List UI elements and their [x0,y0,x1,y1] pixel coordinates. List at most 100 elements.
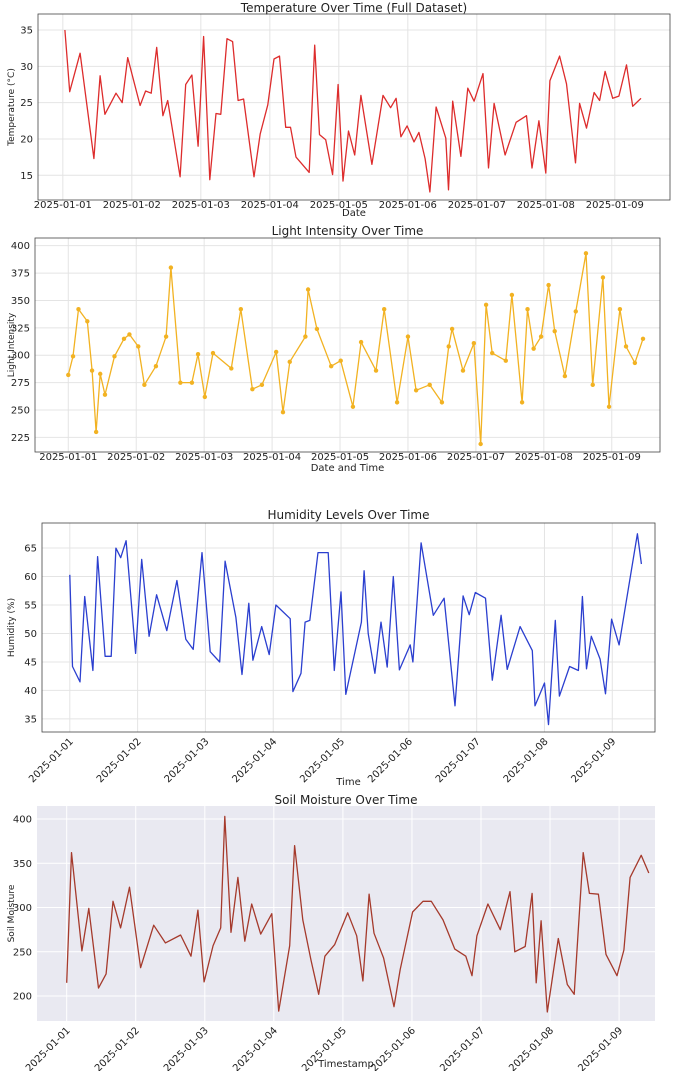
y-tick-label: 300 [13,903,32,914]
x-tick-label: 2025-01-02 [107,452,165,463]
data-point [259,382,265,388]
y-tick-label: 350 [13,859,32,870]
x-tick-label: 2025-01-01 [24,1025,73,1071]
data-point [70,354,76,359]
x-tick-label: 2025-01-03 [163,736,212,785]
y-tick-label: 275 [11,378,30,389]
y-tick-label: 35 [20,25,33,36]
data-point [405,334,411,339]
y-tick-label: 50 [24,629,37,640]
x-tick-label: 2025-01-05 [311,452,369,463]
y-tick-label: 375 [11,269,30,280]
data-point [617,307,623,312]
data-point [314,326,320,332]
x-tick-label: 2025-01-09 [586,200,644,211]
y-tick-label: 20 [20,134,33,145]
y-tick-label: 400 [11,241,30,252]
y-tick-label: 40 [24,686,37,697]
data-point [483,302,489,308]
chart-title: Soil Moisture Over Time [275,793,418,807]
data-point [573,309,578,314]
x-tick-label: 2025-01-06 [379,452,437,463]
x-tick-label: 2025-01-07 [434,736,483,785]
data-point [439,400,445,405]
y-tick-label: 25 [20,98,33,109]
data-point [328,364,334,369]
chart-title: Humidity Levels Over Time [267,508,429,522]
data-point [562,373,568,379]
plot-frame [34,237,661,453]
data-point [590,382,595,388]
x-tick-label: 2025-01-04 [241,200,299,211]
data-line [69,533,643,726]
x-tick-label: 2025-01-03 [172,200,230,211]
data-point [552,328,557,334]
y-tick-label: 15 [20,171,33,182]
y-tick-label: 45 [24,657,37,668]
data-point [303,334,308,339]
data-point [85,319,90,324]
x-axis-label: Date and Time [311,463,385,474]
y-tick-label: 350 [11,296,30,307]
data-point [136,344,141,349]
x-tick-label: 2025-01-01 [27,736,76,785]
data-point [490,350,495,356]
x-tick-label: 2025-01-04 [230,736,279,785]
x-tick-label: 2025-01-04 [231,1025,280,1071]
x-tick-label: 2025-01-07 [438,1025,487,1071]
x-tick-label: 2025-01-07 [447,452,505,463]
data-point [305,287,311,292]
data-point [163,334,169,339]
data-point [238,307,244,312]
data-point [66,372,71,378]
x-tick-label: 2025-01-04 [243,452,301,463]
x-tick-label: 2025-01-06 [369,1025,418,1071]
data-line [67,252,644,445]
x-tick-label: 2025-01-01 [39,452,97,463]
y-tick-label: 65 [24,544,37,555]
y-tick-label: 200 [13,992,32,1003]
data-point [153,364,159,369]
x-tick-label: 2025-01-02 [103,200,161,211]
data-point [127,332,132,337]
data-point [373,368,379,373]
data-point [471,340,477,346]
y-tick-label: 250 [13,947,32,958]
data-point [478,441,483,447]
data-point [338,358,343,363]
data-point [121,336,127,342]
plot-frame [37,13,671,201]
data-point [546,282,551,288]
data-point [93,429,99,435]
data-point [525,307,530,312]
data-line [64,29,642,193]
data-point [350,404,356,409]
x-axis-label: Time [335,777,360,788]
data-point [102,392,108,397]
y-tick-label: 55 [24,601,37,612]
y-axis-label: Light Intensity [7,312,17,377]
data-point [449,326,455,332]
data-point [460,368,466,373]
x-axis-label: Timestamp [317,1059,374,1070]
data-point [229,366,234,371]
x-tick-label: 2025-01-08 [517,200,575,211]
data-point [606,404,612,409]
data-point [195,351,201,357]
x-tick-label: 2025-01-05 [310,200,368,211]
y-tick-label: 400 [13,815,32,826]
y-tick-label: 225 [11,433,30,444]
y-tick-label: 35 [24,714,37,725]
y-tick-label: 325 [11,323,30,334]
data-point [89,368,95,373]
x-tick-label: 2025-01-09 [570,736,619,785]
x-tick-label: 2025-01-06 [366,736,415,785]
x-tick-label: 2025-01-03 [175,452,233,463]
data-point [273,349,279,355]
data-point [394,400,400,405]
data-point [189,380,195,385]
data-point [250,387,255,392]
y-axis-label: Soil Moisture [7,884,17,942]
data-line [66,815,650,1013]
x-axis-label: Date [342,208,366,219]
